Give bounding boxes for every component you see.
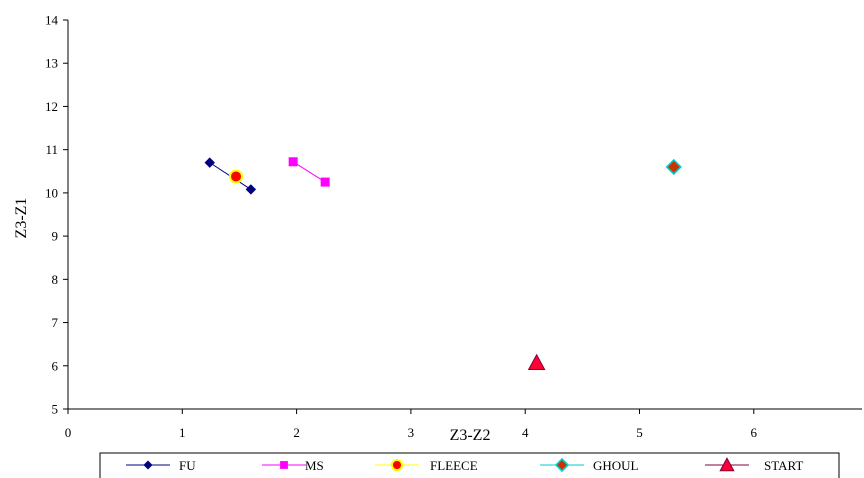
y-tick-label: 5 (52, 402, 59, 417)
ghoul-point (665, 158, 682, 176)
x-tick-label: 3 (408, 425, 415, 440)
start-legend-marker (719, 457, 735, 472)
x-tick-label: 4 (522, 425, 529, 440)
start-point (527, 353, 546, 371)
y-tick-label: 9 (52, 229, 59, 244)
y-tick-label: 12 (45, 99, 58, 114)
y-tick-label: 6 (52, 358, 59, 373)
y-tick-label: 10 (45, 185, 58, 200)
fleece-point (229, 169, 244, 184)
ms-legend-marker (280, 461, 288, 469)
ghoul-legend-label: GHOUL (593, 458, 639, 473)
y-axis-label: Z3-Z1 (13, 198, 30, 239)
legend: FU MS FLEECE GHOUL START (99, 452, 840, 478)
x-tick-label: 1 (179, 425, 186, 440)
y-tick-label: 14 (45, 13, 59, 28)
ghoul-legend-marker (554, 457, 570, 473)
plot-marks (204, 157, 682, 371)
ms-series-line (292, 161, 326, 183)
fleece-legend-marker (390, 458, 404, 472)
x-axis-label: Z3-Z2 (450, 427, 491, 444)
ms-legend-label: MS (305, 458, 324, 473)
start-legend-label: START (764, 458, 803, 473)
x-tick-label: 5 (636, 425, 643, 440)
fu-point (204, 157, 215, 168)
fleece-legend-label: FLEECE (430, 458, 478, 473)
y-tick-label: 7 (52, 315, 59, 330)
ms-point (288, 157, 298, 167)
y-tick-label: 11 (45, 142, 58, 157)
fu-legend-label: FU (179, 458, 196, 473)
y-tick-label: 13 (45, 56, 58, 71)
y-tick-label: 8 (52, 272, 59, 287)
ms-point (320, 177, 330, 187)
fu-legend-marker (143, 460, 153, 470)
fu-point (245, 184, 257, 195)
x-tick-label: 6 (751, 425, 758, 440)
x-tick-label: 0 (65, 425, 72, 440)
x-tick-label: 2 (293, 425, 300, 440)
